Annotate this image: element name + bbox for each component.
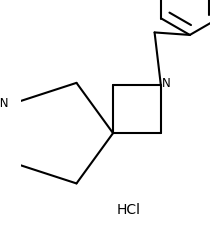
Text: HN: HN [0, 96, 10, 109]
Text: N: N [161, 77, 170, 90]
Text: HCl: HCl [116, 202, 140, 216]
